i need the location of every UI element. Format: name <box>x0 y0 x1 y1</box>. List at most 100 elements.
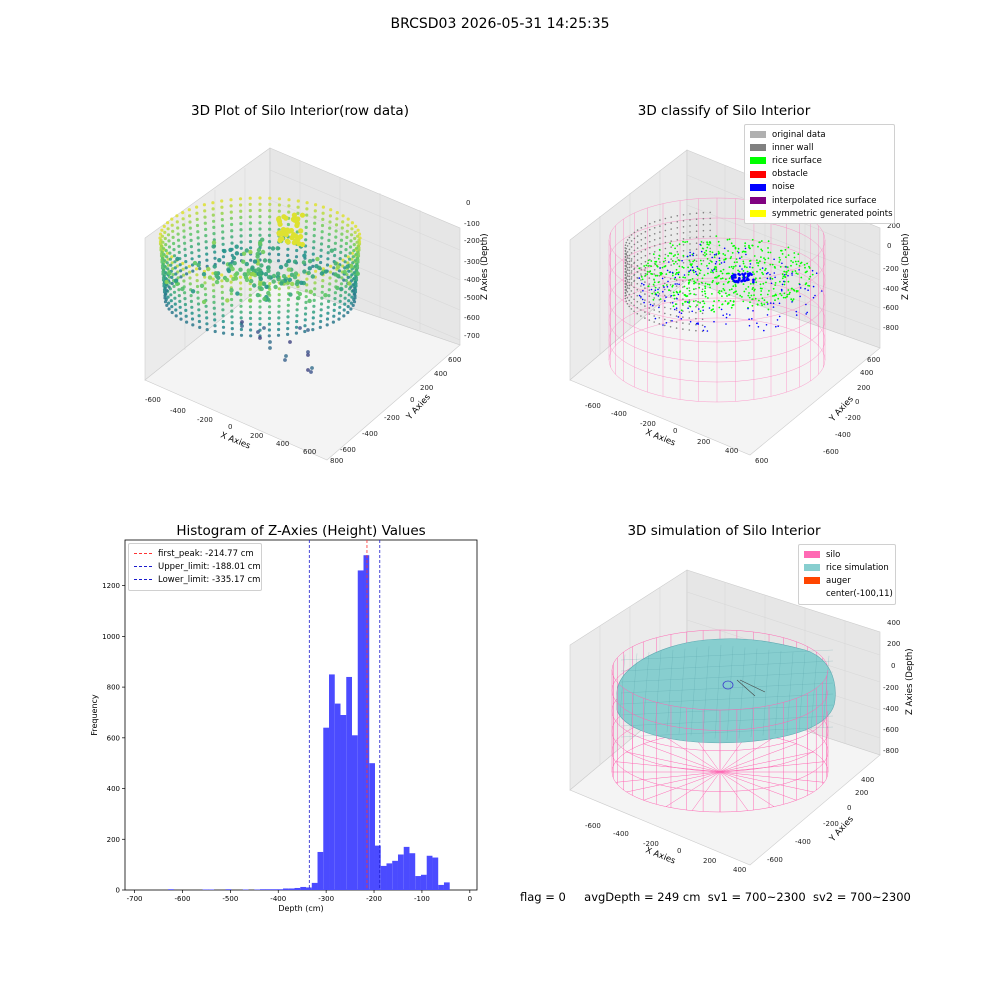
rice-surface-point <box>654 274 657 277</box>
raw-data-point <box>295 236 301 242</box>
raw-data-point <box>175 220 179 224</box>
inner-wall-point <box>682 298 684 300</box>
raw-data-point <box>170 223 174 227</box>
noise-point <box>732 273 736 276</box>
raw-data-point <box>165 255 169 259</box>
rice-simulation-mesh-line <box>822 655 830 729</box>
cls-z-tick: -200 <box>883 265 899 273</box>
raw-data-point <box>350 295 354 299</box>
rice-surface-point <box>658 254 661 257</box>
raw-data-point <box>173 266 177 270</box>
raw-data-point <box>212 232 216 236</box>
rice-surface-point <box>682 240 684 243</box>
rice-surface-point <box>649 270 652 273</box>
rice-surface-point <box>674 260 677 263</box>
raw-data-point <box>267 246 271 250</box>
inner-wall-point <box>689 249 691 251</box>
raw-data-point <box>249 278 254 284</box>
inner-wall-point <box>653 315 655 317</box>
rice-surface-point <box>771 277 774 280</box>
noise-point <box>741 268 743 270</box>
raw-data-point <box>191 323 195 327</box>
inner-wall-point <box>682 220 685 222</box>
raw-data-point <box>230 315 234 319</box>
raw-data-point <box>304 306 308 310</box>
raw-x-tick: 800 <box>330 457 343 465</box>
rice-surface-point <box>711 281 714 284</box>
rice-surface-point <box>722 283 725 286</box>
rice-surface-point <box>772 287 775 290</box>
raw-data-point <box>239 293 243 297</box>
raw-data-point <box>319 319 323 324</box>
noise-point <box>638 294 641 297</box>
noise-point <box>725 313 728 315</box>
rice-surface-point <box>756 303 759 306</box>
raw-y-tick: -400 <box>362 430 378 438</box>
raw-data-point <box>211 240 217 245</box>
rice-surface-point <box>662 284 665 287</box>
raw-data-point <box>204 310 208 314</box>
inner-wall-point <box>709 235 711 238</box>
rice-surface-point <box>674 273 677 276</box>
rice-surface-point <box>693 293 696 296</box>
raw-data-point <box>179 275 183 279</box>
raw-data-point <box>167 271 172 276</box>
raw-data-point <box>221 236 225 240</box>
raw-data-point <box>288 227 294 234</box>
raw-data-point <box>296 211 300 215</box>
raw-x-tick: 400 <box>276 440 289 448</box>
raw-data-point <box>235 291 240 296</box>
rice-surface-point <box>804 266 806 269</box>
noise-point <box>678 283 680 286</box>
inner-wall-point <box>659 219 661 221</box>
inner-wall-point <box>628 287 630 290</box>
raw-data-point <box>302 253 307 258</box>
inner-wall-point <box>628 281 630 284</box>
rice-surface-point <box>691 263 693 265</box>
histogram-bar <box>363 555 370 890</box>
raw-data-point <box>183 302 187 307</box>
raw-data-point <box>173 296 177 300</box>
inner-wall-point <box>633 261 636 264</box>
raw-outlier-point <box>256 330 260 334</box>
inner-wall-point <box>702 217 705 220</box>
noise-point <box>668 261 670 263</box>
histogram-chart: -700 -600 -500 -400 -300 -200 -100 0 0200400600… <box>90 539 478 913</box>
noise-point <box>686 255 689 258</box>
rice-surface-point <box>761 271 763 274</box>
raw-y-tick: 400 <box>434 370 447 378</box>
inner-wall-point <box>664 318 666 321</box>
rice-surface-point <box>786 295 788 298</box>
histogram-bar <box>168 889 174 890</box>
raw-data-point <box>306 270 311 276</box>
rice-surface-point <box>692 300 695 303</box>
raw-data-point <box>355 271 360 276</box>
raw-data-point <box>314 264 319 269</box>
rice-surface-point <box>703 274 706 276</box>
rice-simulation-mesh-line <box>642 652 650 730</box>
raw-data-point <box>169 263 173 267</box>
rice-surface-point <box>749 247 751 250</box>
sim-y-label: Y Axies <box>827 814 856 845</box>
noise-point <box>643 301 645 304</box>
histogram-bar <box>409 853 416 890</box>
noise-point <box>661 277 664 280</box>
rice-surface-point <box>725 272 728 275</box>
raw-data-point <box>177 294 181 298</box>
rice-surface-point <box>755 277 757 280</box>
raw-data-point <box>176 270 180 274</box>
raw-data-point <box>190 257 194 261</box>
rice-surface-point <box>706 241 708 244</box>
inner-wall-point <box>633 255 636 258</box>
inner-wall-point <box>669 284 672 286</box>
inner-wall-point <box>625 300 627 302</box>
noise-point <box>805 303 807 306</box>
rice-surface-point <box>725 278 727 281</box>
rice-surface-point <box>676 291 679 294</box>
inner-wall-point <box>682 280 684 282</box>
histogram-bar <box>317 851 324 890</box>
raw-data-point <box>268 305 272 309</box>
rice-surface-point <box>723 289 726 292</box>
raw-data-point <box>179 317 183 321</box>
inner-wall-point <box>633 279 636 282</box>
